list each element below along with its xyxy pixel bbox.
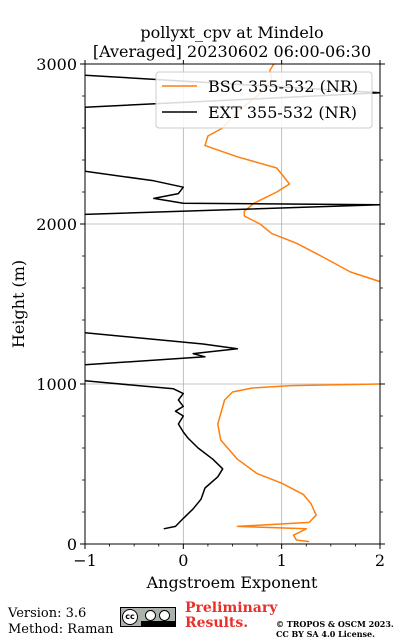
legend-box: [155, 71, 373, 129]
y-tick-label: 2000: [36, 215, 77, 234]
y-tick-label: 1000: [36, 375, 77, 394]
grid-lines: [85, 64, 380, 544]
legend: BSC 355-532 (NR) EXT 355-532 (NR): [155, 71, 373, 129]
series-line: [85, 380, 224, 530]
method-text: Method: Raman: [8, 622, 114, 637]
preliminary-line2: Results.: [185, 615, 249, 631]
chart-title-line2: [Averaged] 20230602 06:00-06:30: [93, 42, 371, 61]
license-text: © TROPOS & OSCM 2023. CC BY SA 4.0 Licen…: [276, 619, 394, 639]
preliminary-line1: Preliminary: [185, 600, 278, 616]
chart-title-line1: pollyxt_cpv at Mindelo: [140, 23, 323, 42]
version-text: Version: 3.6: [8, 606, 87, 621]
series-line: [85, 332, 239, 366]
license-line1: © TROPOS & OSCM 2023.: [276, 619, 394, 629]
x-tick-label: −1: [73, 551, 97, 570]
cc-by-sa-icon: cc: [120, 607, 176, 627]
legend-ext-label: EXT 355-532 (NR): [208, 103, 357, 122]
x-axis-label: Angstroem Exponent: [146, 573, 318, 592]
preliminary-notice: Preliminary Results.: [185, 601, 277, 631]
license-line2: CC BY SA 4.0 License.: [276, 629, 375, 639]
footer-info: Version: 3.6 Method: Raman: [8, 606, 114, 638]
y-axis-label: Height (m): [9, 260, 28, 348]
x-tick-label: 1: [277, 551, 287, 570]
chart-svg: pollyxt_cpv at Mindelo [Averaged] 202306…: [9, 23, 385, 592]
y-tick-label: 0: [67, 535, 77, 554]
x-tick-label: 2: [375, 551, 385, 570]
plot-frame: [84, 63, 381, 545]
series-line: [217, 383, 380, 543]
legend-bsc-label: BSC 355-532 (NR): [208, 77, 358, 96]
y-tick-label: 3000: [36, 55, 77, 74]
x-tick-label: 0: [178, 551, 188, 570]
series-group: [85, 64, 380, 543]
